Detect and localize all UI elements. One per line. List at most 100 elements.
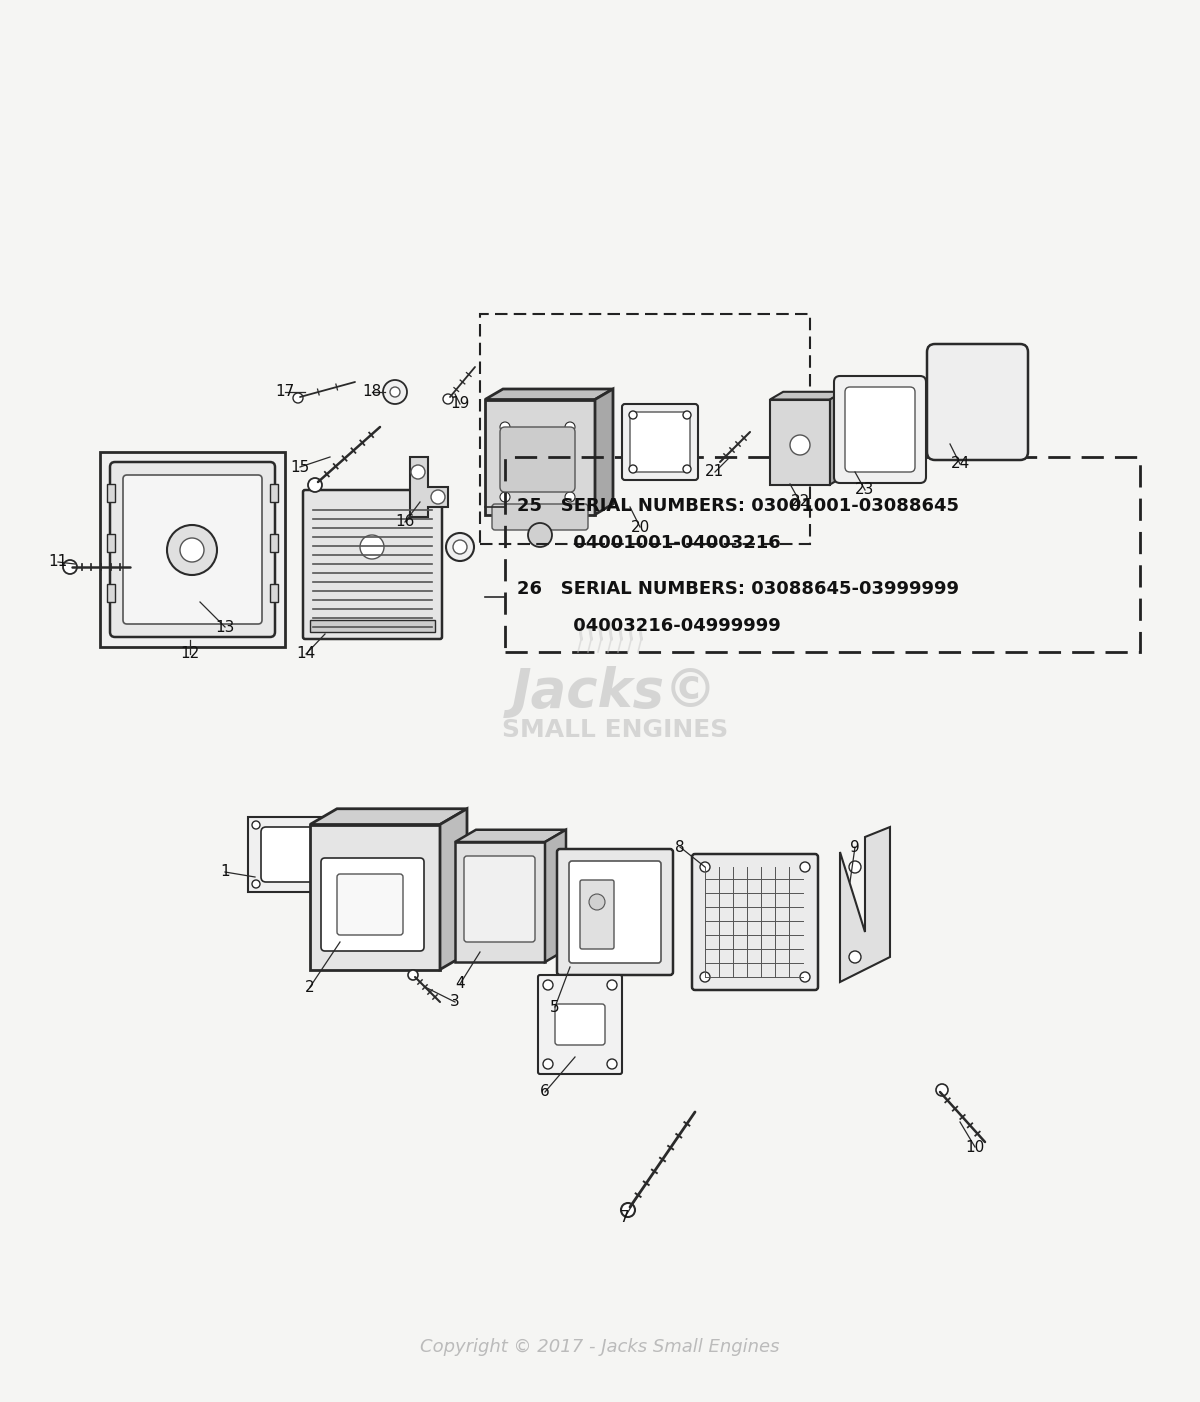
Circle shape — [850, 861, 862, 873]
Circle shape — [629, 411, 637, 419]
Circle shape — [607, 1059, 617, 1068]
FancyBboxPatch shape — [124, 475, 262, 624]
Circle shape — [431, 491, 445, 503]
Circle shape — [565, 492, 575, 502]
Circle shape — [64, 559, 77, 573]
Text: 17: 17 — [275, 384, 295, 400]
Circle shape — [443, 394, 454, 404]
FancyBboxPatch shape — [692, 854, 818, 990]
Circle shape — [790, 435, 810, 456]
Text: 15: 15 — [290, 460, 310, 474]
Text: 14: 14 — [296, 646, 316, 662]
Bar — [270, 484, 278, 502]
FancyBboxPatch shape — [928, 343, 1028, 460]
Circle shape — [800, 972, 810, 981]
Circle shape — [167, 524, 217, 575]
Bar — [270, 585, 278, 601]
Circle shape — [308, 478, 322, 492]
Circle shape — [470, 892, 480, 901]
Circle shape — [500, 892, 510, 901]
Polygon shape — [595, 388, 613, 515]
Text: 9: 9 — [850, 840, 860, 854]
Circle shape — [683, 465, 691, 472]
FancyBboxPatch shape — [557, 850, 673, 974]
Circle shape — [500, 927, 510, 937]
Polygon shape — [770, 391, 844, 400]
FancyBboxPatch shape — [337, 873, 403, 935]
Circle shape — [470, 927, 480, 937]
Polygon shape — [310, 809, 467, 824]
Text: 13: 13 — [215, 620, 235, 635]
Circle shape — [446, 533, 474, 561]
Circle shape — [454, 540, 467, 554]
Text: 10: 10 — [965, 1140, 985, 1154]
Circle shape — [322, 880, 329, 887]
Circle shape — [850, 951, 862, 963]
Polygon shape — [248, 817, 334, 892]
Circle shape — [629, 465, 637, 472]
FancyBboxPatch shape — [554, 1004, 605, 1044]
Circle shape — [607, 980, 617, 990]
Circle shape — [542, 1059, 553, 1068]
FancyBboxPatch shape — [322, 858, 424, 951]
FancyBboxPatch shape — [500, 428, 575, 492]
Text: Jacks©: Jacks© — [512, 666, 718, 718]
Text: 1: 1 — [220, 865, 230, 879]
Polygon shape — [485, 388, 613, 400]
Text: 04003216-04999999: 04003216-04999999 — [517, 617, 781, 635]
Text: 16: 16 — [395, 515, 415, 530]
Text: 22: 22 — [791, 495, 810, 509]
Text: 12: 12 — [180, 646, 199, 662]
Polygon shape — [545, 830, 566, 962]
Polygon shape — [840, 827, 890, 981]
FancyBboxPatch shape — [569, 861, 661, 963]
Text: 8: 8 — [676, 840, 685, 854]
FancyBboxPatch shape — [464, 857, 535, 942]
Polygon shape — [455, 830, 566, 843]
Polygon shape — [440, 809, 467, 970]
Text: 04001001-04003216: 04001001-04003216 — [517, 534, 781, 552]
Circle shape — [542, 980, 553, 990]
FancyBboxPatch shape — [302, 491, 442, 639]
Circle shape — [622, 1203, 635, 1217]
FancyBboxPatch shape — [580, 880, 614, 949]
FancyBboxPatch shape — [834, 376, 926, 484]
Circle shape — [500, 422, 510, 432]
Polygon shape — [455, 843, 545, 962]
Text: 23: 23 — [856, 482, 875, 498]
Circle shape — [800, 862, 810, 872]
Bar — [100, 451, 286, 646]
FancyBboxPatch shape — [845, 387, 916, 472]
Circle shape — [528, 523, 552, 547]
Text: 26   SERIAL NUMBERS: 03088645-03999999: 26 SERIAL NUMBERS: 03088645-03999999 — [517, 580, 959, 599]
Circle shape — [700, 862, 710, 872]
Circle shape — [565, 422, 575, 432]
Polygon shape — [830, 391, 844, 485]
Circle shape — [936, 1084, 948, 1096]
Text: 4: 4 — [455, 977, 464, 991]
Text: 24: 24 — [950, 457, 970, 471]
Text: 19: 19 — [450, 397, 469, 412]
Circle shape — [390, 387, 400, 397]
Text: 25   SERIAL NUMBERS: 03001001-03088645: 25 SERIAL NUMBERS: 03001001-03088645 — [517, 496, 959, 515]
Polygon shape — [410, 457, 448, 517]
Text: 21: 21 — [706, 464, 725, 479]
Text: 7: 7 — [620, 1210, 630, 1224]
Polygon shape — [485, 400, 595, 515]
Bar — [107, 585, 115, 601]
Circle shape — [683, 411, 691, 419]
FancyBboxPatch shape — [538, 974, 622, 1074]
Circle shape — [383, 380, 407, 404]
Circle shape — [252, 822, 260, 829]
Text: Copyright © 2017 - Jacks Small Engines: Copyright © 2017 - Jacks Small Engines — [420, 1338, 780, 1356]
FancyBboxPatch shape — [492, 503, 588, 530]
Text: 11: 11 — [48, 555, 67, 569]
FancyBboxPatch shape — [622, 404, 698, 479]
Text: 20: 20 — [630, 520, 649, 534]
Circle shape — [408, 970, 418, 980]
Circle shape — [500, 492, 510, 502]
FancyBboxPatch shape — [110, 463, 275, 637]
Bar — [107, 534, 115, 552]
Bar — [270, 534, 278, 552]
Circle shape — [293, 393, 302, 402]
